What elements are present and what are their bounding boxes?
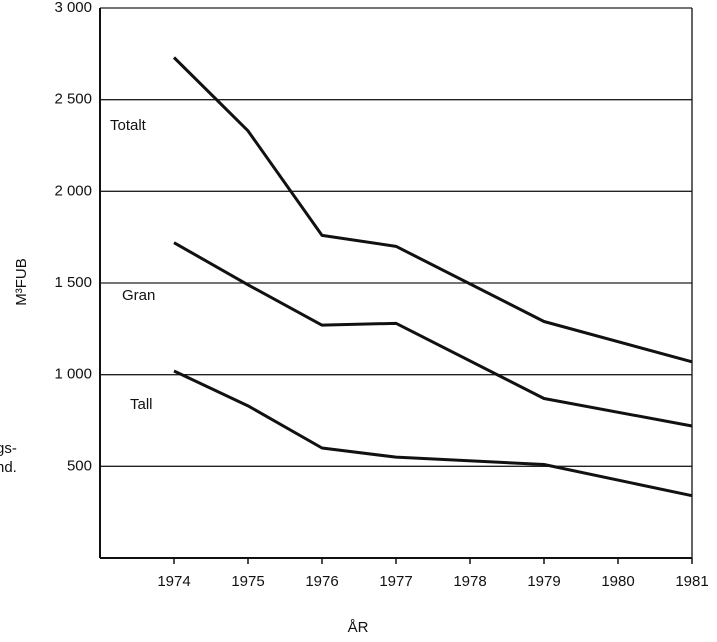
- x-tick-label: 1975: [231, 573, 264, 590]
- series-line: [172, 56, 693, 364]
- y-tick-label: 500: [67, 457, 92, 474]
- series-label: Gran: [122, 287, 155, 304]
- y-tick-label: 2 000: [54, 182, 92, 199]
- series-line: [173, 369, 693, 498]
- y-tick-label: 3 000: [54, 0, 92, 16]
- y-axis-label: M³FUB: [13, 258, 30, 306]
- x-tick-label: 1977: [379, 573, 412, 590]
- x-tick-label: 1976: [305, 573, 338, 590]
- series-line: [173, 241, 693, 428]
- annotation: gs-: [0, 440, 17, 457]
- x-tick-label: 1979: [527, 573, 560, 590]
- y-tick-label: 1 500: [54, 274, 92, 291]
- series-label: Tall: [130, 396, 153, 413]
- annotation: nd.: [0, 459, 17, 476]
- x-axis-label: ÅR: [348, 619, 369, 636]
- x-tick-label: 1981: [675, 573, 708, 590]
- x-tick-label: 1978: [453, 573, 486, 590]
- y-tick-label: 2 500: [54, 91, 92, 108]
- y-tick-label: 1 000: [54, 366, 92, 383]
- x-tick-label: 1974: [157, 573, 190, 590]
- x-tick-label: 1980: [601, 573, 634, 590]
- series-label: Totalt: [110, 117, 147, 134]
